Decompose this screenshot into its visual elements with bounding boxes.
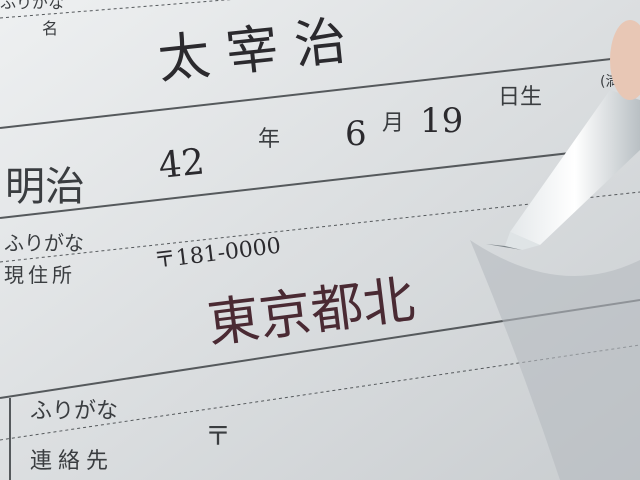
year: 42 (157, 141, 207, 187)
furigana-label: ふりがな (4, 231, 84, 255)
furigana-label: ふりがな (0, 0, 64, 12)
address-label: 現住所 (4, 263, 76, 287)
contact-postal: 〒 (205, 422, 231, 452)
shadow (470, 240, 640, 480)
month-label: 月 (382, 111, 404, 136)
month: 6 (345, 114, 367, 154)
contact-label: 連絡先 (30, 449, 114, 474)
era: 明治 (5, 164, 85, 210)
year-label: 年 (258, 127, 280, 152)
name-label: 名 (42, 19, 58, 38)
day-label: 日生 (498, 85, 542, 110)
furigana-label: ふりがな (30, 399, 118, 424)
pen (486, 20, 640, 250)
day: 19 (420, 101, 463, 141)
